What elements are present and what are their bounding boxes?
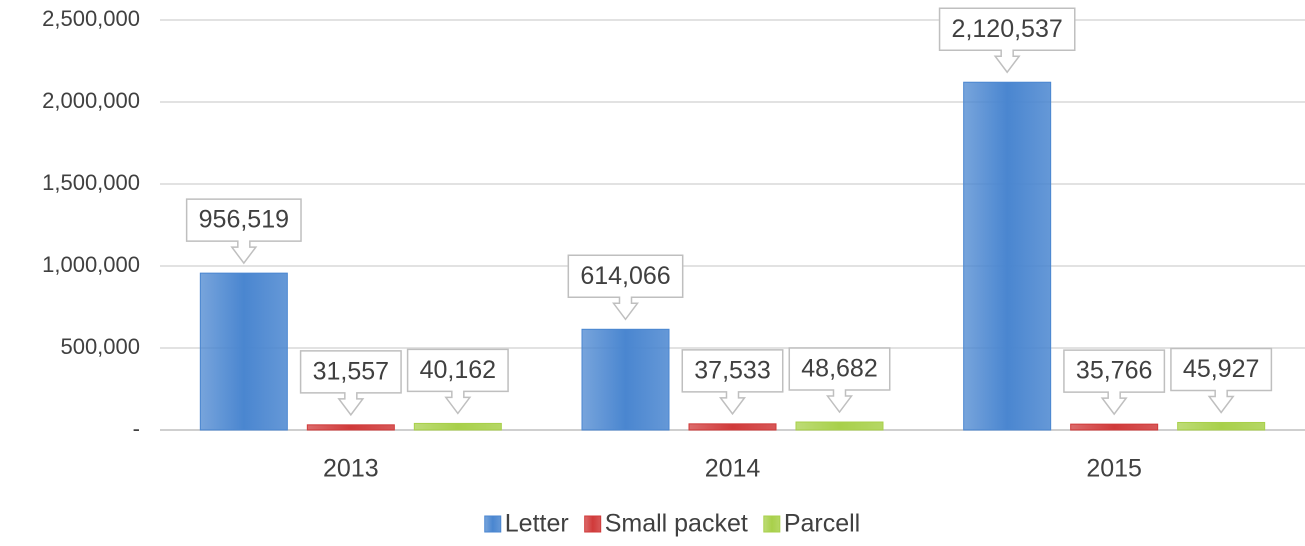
bar — [413, 422, 502, 431]
legend-label: Small packet — [605, 510, 748, 538]
callout — [1170, 347, 1273, 414]
callout — [788, 347, 891, 414]
callout — [938, 7, 1076, 74]
legend-swatch — [484, 515, 502, 533]
bar — [1070, 423, 1159, 431]
legend-swatch — [763, 515, 781, 533]
callout — [299, 350, 402, 417]
data-label: 37,533 — [694, 356, 770, 384]
legend-item: Parcell — [763, 510, 860, 538]
data-label: 48,682 — [801, 355, 877, 383]
data-label: 614,066 — [580, 262, 670, 290]
data-label: 40,162 — [420, 356, 496, 384]
callout — [1063, 349, 1166, 416]
y-tick-label: - — [133, 416, 140, 441]
legend-item: Letter — [484, 510, 569, 538]
x-tick-label: 2013 — [323, 455, 379, 483]
legend-swatch — [584, 515, 602, 533]
data-label: 31,557 — [313, 357, 389, 385]
legend-item: Small packet — [584, 510, 748, 538]
legend-label: Parcell — [784, 510, 860, 538]
x-tick-label: 2015 — [1086, 455, 1142, 483]
bar — [199, 272, 288, 431]
y-tick-label: 2,500,000 — [42, 6, 140, 31]
data-label: 35,766 — [1076, 357, 1152, 385]
bar — [795, 421, 884, 431]
data-label: 2,120,537 — [952, 15, 1063, 43]
callout — [681, 349, 784, 416]
bar — [1177, 421, 1266, 431]
y-tick-label: 500,000 — [60, 334, 140, 359]
bar — [963, 81, 1052, 431]
callout — [185, 198, 302, 265]
callout — [406, 348, 509, 415]
y-tick-label: 1,500,000 — [42, 170, 140, 195]
callout — [567, 254, 684, 321]
y-tick-label: 2,000,000 — [42, 88, 140, 113]
bar — [306, 424, 395, 431]
legend-label: Letter — [505, 510, 569, 538]
data-label: 45,927 — [1183, 355, 1259, 383]
y-tick-label: 1,000,000 — [42, 252, 140, 277]
data-label: 956,519 — [199, 206, 289, 234]
bar — [581, 328, 670, 431]
x-tick-label: 2014 — [705, 455, 761, 483]
bar — [688, 423, 777, 431]
